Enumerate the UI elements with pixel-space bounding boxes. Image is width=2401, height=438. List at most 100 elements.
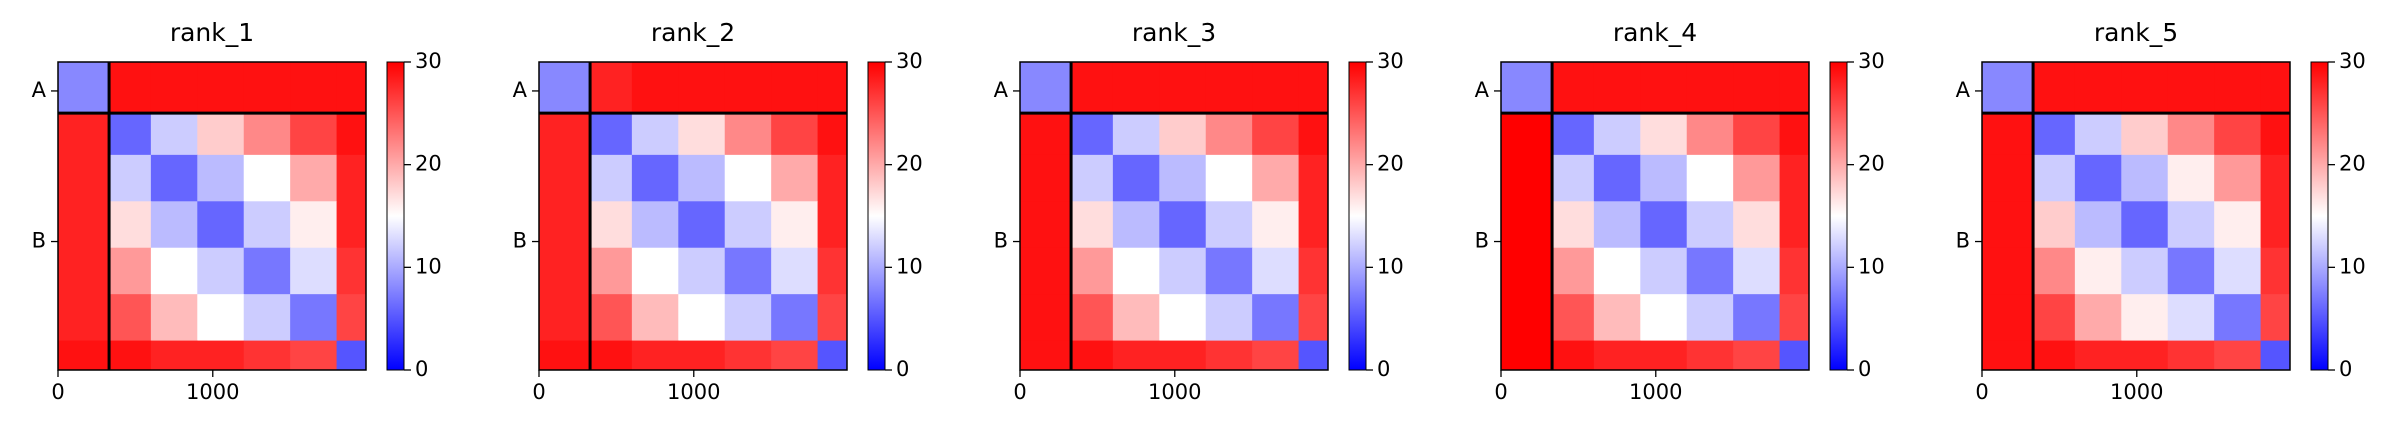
heatmap-cell [539,154,591,202]
heatmap-cell [1982,113,2034,156]
heatmap-cell [1640,340,1688,371]
heatmap-cell [631,294,679,342]
heatmap-cell [1501,113,1553,156]
heatmap-cell [2260,247,2291,295]
heatmap-cell [1982,340,2034,371]
heatmap-cell [678,113,726,156]
heatmap-cell [243,340,291,371]
heatmap-cell [1593,62,1641,114]
heatmap-cell [590,154,633,202]
colorbar [1829,61,1848,371]
heatmap-cell [2074,294,2122,342]
heatmap-cell [1071,247,1114,295]
heatmap-cell [1733,62,1781,114]
heatmap-panel: rank_5 0 1000 A B 0 10 20 30 [1956,18,2366,404]
heatmap-cell [1159,340,1207,371]
heatmap-cell [1501,62,1553,114]
heatmap-cell [1552,62,1595,114]
heatmap-cell [2167,113,2215,156]
heatmap-cell [724,154,772,202]
heatmap-cell [109,340,152,371]
heatmap-cell [539,201,591,249]
colorbar-tick-label: 30 [896,49,923,73]
heatmap-cell [1112,294,1160,342]
heatmap-cell [1733,154,1781,202]
heatmap-cell [771,201,819,249]
heatmap-cell [1298,154,1329,202]
x-tick-label: 1000 [2110,380,2163,404]
heatmap-cell [58,113,110,156]
heatmap-cell [1159,62,1207,114]
colorbar-tick-label: 10 [896,254,923,278]
heatmap-cell [817,247,848,295]
heatmap-cell [1593,340,1641,371]
heatmap-cell [1733,247,1781,295]
heatmap-cell [590,247,633,295]
heatmap-cell [2074,340,2122,371]
heatmap-cell [150,62,198,114]
heatmap-cell [2214,294,2262,342]
heatmap-cell [1552,340,1595,371]
heatmap-cell [197,340,245,371]
heatmap-cell [1298,340,1329,371]
heatmap-cell [1252,340,1300,371]
heatmap-cell [1020,247,1072,295]
heatmap-cell [2121,340,2169,371]
heatmap-cell [1779,294,1810,342]
y-tick-label: B [1475,229,1489,253]
colorbar-tick-label: 10 [1377,254,1404,278]
heatmap-panel: rank_2 0 1000 A B 0 10 20 30 [513,18,923,404]
heatmap-cell [1779,62,1810,114]
heatmap-cell [2033,154,2076,202]
heatmap-cell [1020,62,1072,114]
heatmap-cell [336,247,367,295]
colorbar-tick-label: 10 [415,254,442,278]
heatmap-cell [290,340,338,371]
heatmap-cell [817,201,848,249]
heatmap-cell [1501,340,1553,371]
heatmap-cell [539,113,591,156]
heatmap-cell [1252,62,1300,114]
heatmap-cell [1298,247,1329,295]
heatmap-cell [771,154,819,202]
heatmap-cell [290,201,338,249]
heatmap-cell [2074,154,2122,202]
heatmap-cell [150,247,198,295]
heatmap-cell [1252,113,1300,156]
colorbar-tick-label: 30 [415,49,442,73]
heatmap-cell [1640,154,1688,202]
colorbar-tick-label: 20 [1377,152,1404,176]
heatmap-cell [2121,62,2169,114]
heatmap-cell [109,247,152,295]
heatmap-cell [724,294,772,342]
heatmap-cell [1205,247,1253,295]
heatmap-cell [1982,62,2034,114]
heatmap-cell [1982,247,2034,295]
heatmap-cell [1686,113,1734,156]
heatmap-cell [1593,294,1641,342]
heatmap-cell [197,113,245,156]
y-tick-label: A [513,78,528,102]
heatmap-cell [1501,247,1553,295]
heatmap-cell [150,201,198,249]
heatmap-cell [2214,340,2262,371]
heatmap-cell [1686,340,1734,371]
heatmap-cell [631,247,679,295]
heatmap-cell [150,113,198,156]
heatmap-cell [336,201,367,249]
heatmap-cell [109,113,152,156]
heatmap-cell [109,154,152,202]
heatmap-cell [539,247,591,295]
heatmap-cell [150,154,198,202]
x-tick-label: 0 [51,380,64,404]
heatmap-cell [2260,62,2291,114]
heatmap-cell [817,113,848,156]
heatmap-cell [150,340,198,371]
heatmap-cell [290,294,338,342]
heatmap-cell [58,294,110,342]
heatmap-cell [2167,247,2215,295]
heatmap-cell [1252,154,1300,202]
heatmap-cell [1593,247,1641,295]
heatmap-cell [1071,62,1114,114]
